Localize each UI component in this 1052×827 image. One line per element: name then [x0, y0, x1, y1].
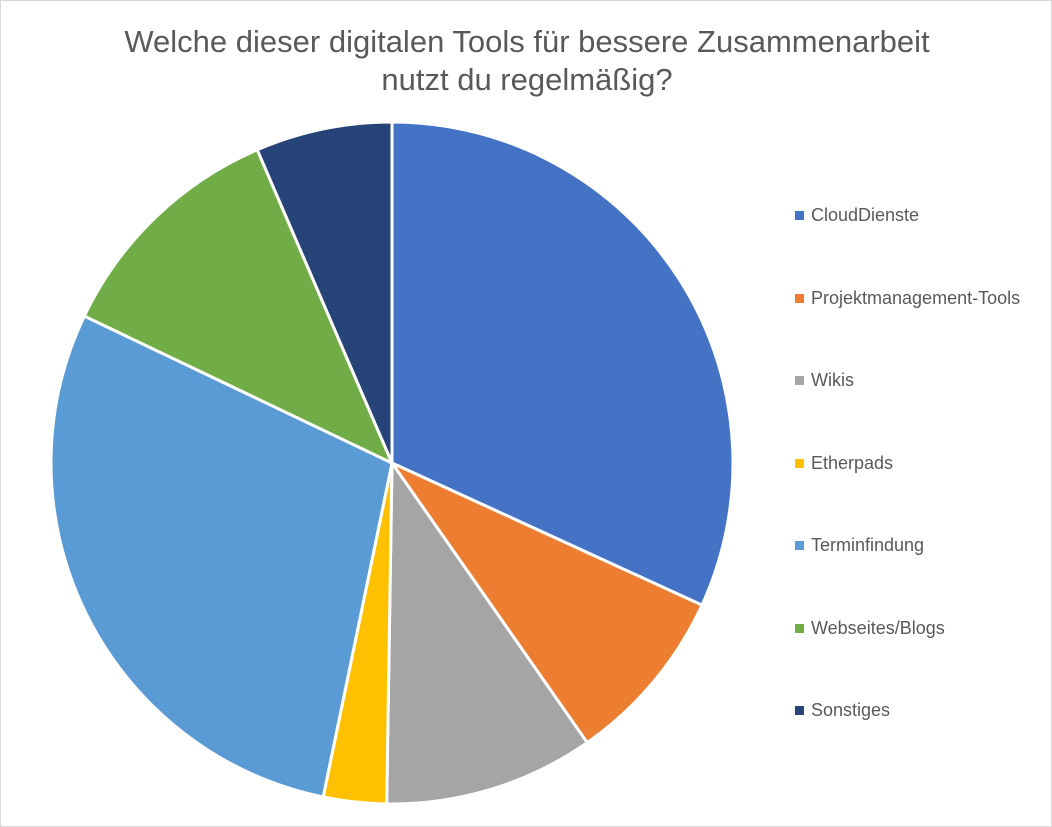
legend-label: CloudDienste — [811, 205, 920, 225]
chart-title: Welche dieser digitalen Tools für besser… — [1, 23, 1052, 99]
legend-label: Projektmanagement-Tools — [811, 287, 1021, 308]
pie-slice-projektmanagement-tools — [390, 461, 704, 745]
legend-label: Sonstiges — [811, 700, 891, 720]
legend-label: Webseites/Blogs — [811, 617, 945, 638]
legend-swatch — [795, 541, 804, 550]
legend-item-sonstiges: Sonstiges — [795, 698, 1020, 781]
chart-title-line-1: Welche dieser digitalen Tools für besser… — [124, 24, 930, 59]
legend-swatch — [795, 293, 804, 303]
legend-label: Etherpads — [811, 452, 894, 473]
legend-item-etherpads: Etherpads — [795, 451, 1020, 534]
legend-swatch — [795, 706, 804, 715]
pie-slice-sonstiges — [255, 120, 394, 465]
chart-title-line-2: nutzt du regelmäßig? — [381, 62, 673, 97]
pie-slice-terminfindung — [49, 314, 394, 799]
legend-swatch — [795, 376, 804, 385]
legend-item-clouddienste: CloudDienste — [795, 203, 1020, 286]
pie-slice-wikis — [385, 461, 589, 806]
legend-item-projektmanagement-tools: Projektmanagement-Tools — [795, 286, 1020, 369]
pie-slice-clouddienste — [390, 120, 735, 607]
legend-label: Terminfindung — [811, 535, 925, 555]
legend-item-webseites-blogs: Webseites/Blogs — [795, 616, 1020, 699]
legend-swatch — [795, 211, 804, 220]
legend-swatch — [795, 623, 804, 633]
legend-label: Wikis — [811, 370, 854, 390]
legend-swatch — [795, 458, 804, 468]
legend-item-terminfindung: Terminfindung — [795, 533, 1020, 616]
legend: CloudDienste Projektmanagement-Tools Wikis… — [795, 203, 1020, 781]
legend-item-wikis: Wikis — [795, 368, 1020, 451]
pie-slice-webseites-blogs — [82, 148, 394, 465]
